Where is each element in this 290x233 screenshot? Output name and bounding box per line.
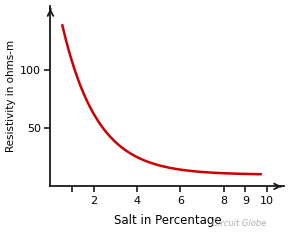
Text: Circuit Globe: Circuit Globe [212, 219, 267, 228]
Y-axis label: Resistivity in ohms-m: Resistivity in ohms-m [6, 40, 16, 152]
X-axis label: Salt in Percentage: Salt in Percentage [114, 214, 221, 227]
